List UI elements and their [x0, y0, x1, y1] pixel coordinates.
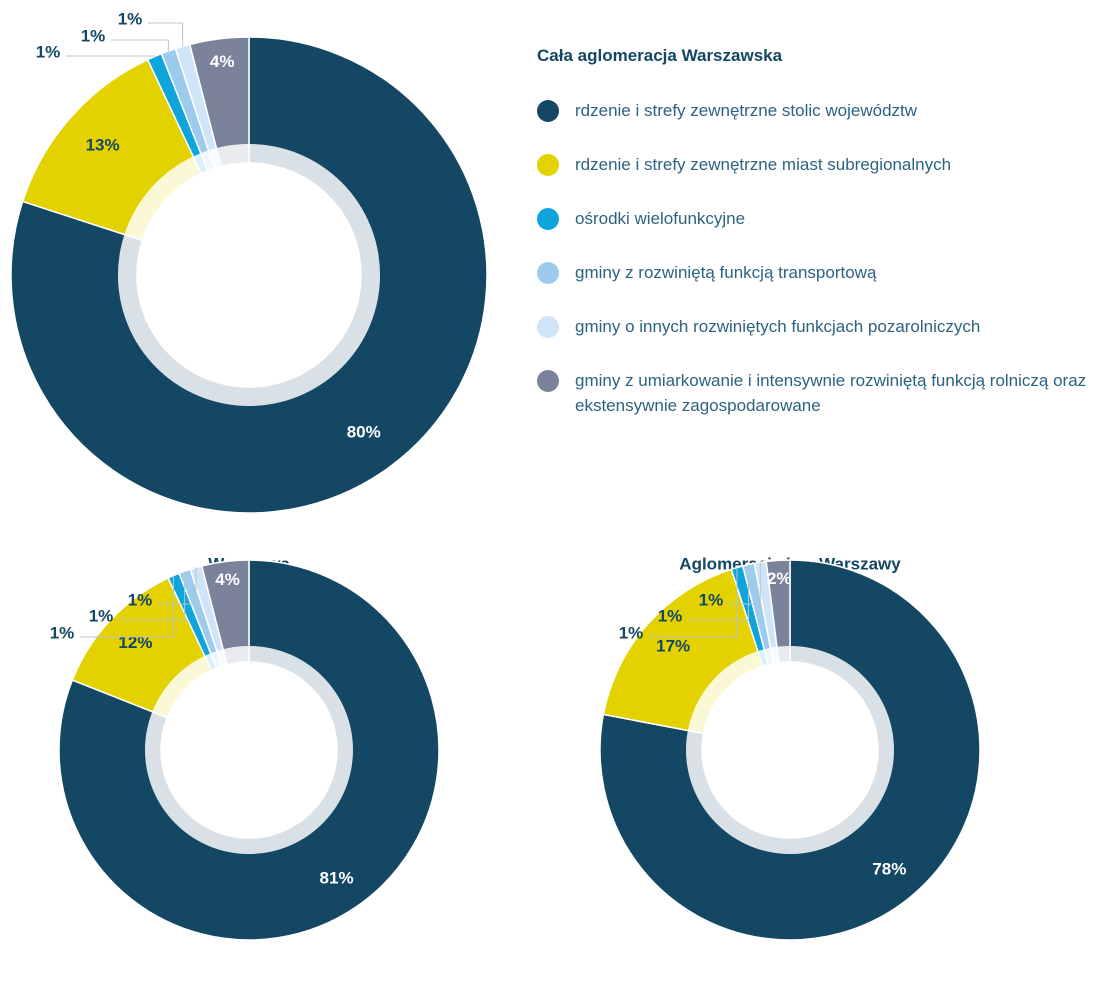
data-label: 17% [656, 636, 690, 655]
legend-swatch [537, 316, 559, 338]
legend-item: ośrodki wielofunkcyjne [537, 206, 1094, 231]
data-label: 12% [118, 633, 152, 652]
legend-label: gminy o innych rozwiniętych funkcjach po… [575, 317, 981, 336]
data-label: 1% [128, 590, 153, 609]
legend-item: gminy o innych rozwiniętych funkcjach po… [537, 314, 1094, 339]
legend-item: rdzenie i strefy zewnętrzne stolic wojew… [537, 98, 1094, 123]
data-label: 2% [767, 569, 792, 588]
legend: Cała aglomeracja Warszawska rdzenie i st… [537, 46, 1094, 447]
leader-line [148, 22, 184, 47]
leader-line [66, 55, 155, 57]
legend-item: gminy z umiarkowanie i intensywnie rozwi… [537, 368, 1094, 418]
inner-band [118, 144, 380, 406]
legend-label: rdzenie i strefy zewnętrzne miast subreg… [575, 155, 952, 174]
chart-title: Cała aglomeracja Warszawska [537, 46, 783, 65]
data-label: 1% [89, 606, 114, 625]
leader-line [80, 575, 175, 638]
leader-line [158, 567, 197, 605]
leader-line [649, 567, 738, 638]
legend-swatch [537, 262, 559, 284]
legend-item: gminy z rozwiniętą funkcją transportową [537, 260, 1094, 285]
legend-swatch [537, 154, 559, 176]
inner-band [145, 646, 353, 854]
leader-line [119, 571, 186, 621]
data-label: 1% [118, 9, 143, 28]
legend-label: gminy z rozwiniętą funkcją transportową [575, 263, 877, 282]
data-label: 1% [36, 42, 61, 61]
legend-swatch [537, 208, 559, 230]
data-label: 1% [50, 623, 75, 642]
leader-line [729, 562, 761, 605]
data-label: 4% [210, 52, 235, 71]
legend-item: rdzenie i strefy zewnętrzne miast subreg… [537, 152, 1094, 177]
hole [137, 163, 361, 387]
legend-swatch [537, 370, 559, 392]
data-label: 80% [347, 422, 381, 441]
legend-label: rdzenie i strefy zewnętrzne stolic wojew… [575, 101, 918, 120]
hole [161, 662, 337, 838]
data-label: 1% [658, 606, 683, 625]
data-label: 4% [215, 570, 240, 589]
data-label: 81% [320, 868, 354, 887]
leader-line [111, 39, 169, 52]
data-label: 13% [86, 135, 120, 154]
data-label: 1% [699, 590, 724, 609]
legend-label: ośrodki wielofunkcyjne [575, 209, 746, 228]
data-label: 1% [619, 623, 644, 642]
data-label: 78% [872, 860, 906, 879]
legend-label: gminy z umiarkowanie i intensywnie rozwi… [575, 371, 1087, 415]
data-label: 1% [81, 26, 106, 45]
legend-swatch [537, 100, 559, 122]
inner-band [686, 646, 894, 854]
hole [702, 662, 878, 838]
leader-line [688, 564, 750, 621]
